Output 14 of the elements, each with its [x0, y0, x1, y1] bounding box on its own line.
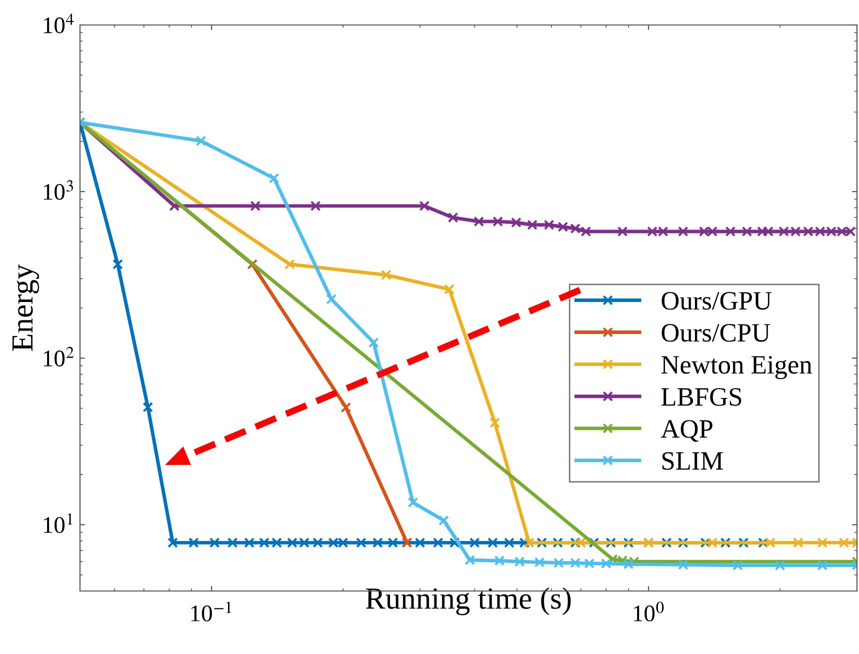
- x-tick-label: 10$^{−1}$: [191, 602, 232, 622]
- legend-label: Ours/GPU: [662, 292, 772, 310]
- legend-label: Newton Eigen: [661, 356, 812, 380]
- legend-label: Ours/CPU: [662, 324, 770, 342]
- y-tick-label: 10$^{4}$: [44, 14, 74, 34]
- y-tick-label: 10$^{3}$: [44, 180, 73, 200]
- x-axis-title: Running time (s): [366, 587, 571, 616]
- y-tick-label: 10$^{1}$: [44, 513, 72, 534]
- x-tick-label: 10$^{0}$: [634, 602, 664, 622]
- legend-label: AQP: [660, 420, 712, 442]
- legend-label: LBFGS: [661, 388, 742, 406]
- y-tick-label: 10$^{2}$: [44, 346, 74, 366]
- y-axis-title: Energy: [12, 264, 40, 351]
- legend-label: SLIM: [662, 452, 723, 470]
